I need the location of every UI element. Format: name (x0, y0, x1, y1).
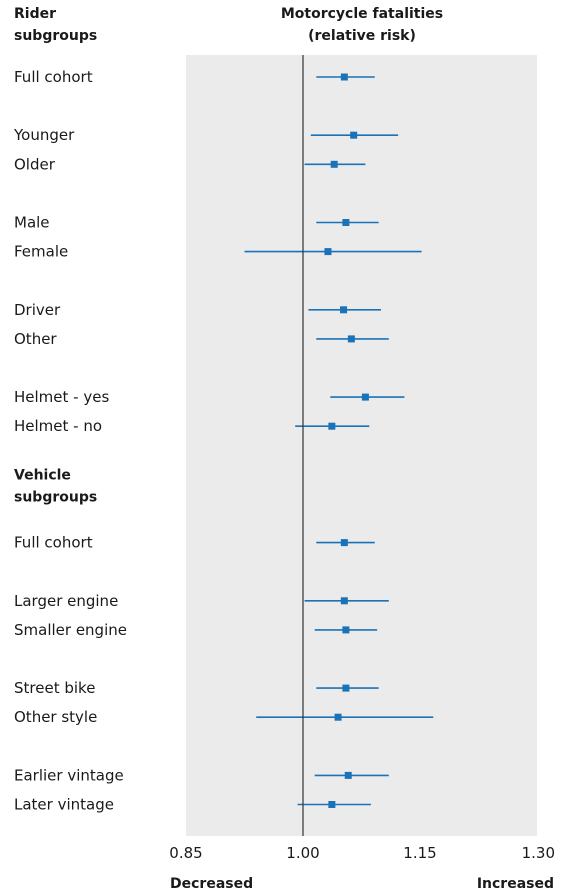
row-label: Earlier vintage (14, 766, 124, 784)
row-label: Other (14, 330, 57, 348)
point-estimate (340, 306, 348, 314)
point-estimate (340, 73, 348, 81)
point-estimate (334, 713, 342, 721)
chart-title-line1: Motorcycle fatalities (281, 6, 443, 22)
point-estimate (340, 597, 348, 605)
vehicle-subgroups-title-line1: Vehicle (14, 467, 71, 483)
point-estimate (342, 219, 350, 226)
row-label: Younger (13, 126, 75, 144)
row-label: Later vintage (14, 796, 114, 814)
row-label: Full cohort (14, 534, 93, 552)
row-label: Driver (14, 301, 61, 319)
point-estimate (324, 248, 332, 256)
row-label: Female (14, 243, 68, 261)
vehicle-subgroups-title-line2: subgroups (14, 489, 97, 505)
x-tick-label: 1.30 (522, 844, 555, 862)
point-estimate (350, 131, 358, 139)
row-label: Larger engine (14, 592, 118, 610)
row-label: Other style (14, 708, 97, 726)
rider-subgroups-title-line2: subgroups (14, 28, 97, 44)
row-label: Street bike (14, 679, 95, 697)
point-estimate (328, 801, 336, 808)
point-estimate (328, 422, 336, 430)
plot-panel (186, 55, 537, 836)
point-estimate (330, 160, 338, 168)
row-label: Male (14, 214, 50, 232)
row-label: Helmet - no (14, 417, 102, 435)
point-estimate (342, 626, 350, 634)
x-tick-label: 1.00 (286, 844, 319, 862)
row-label: Smaller engine (14, 621, 127, 639)
row-label: Helmet - yes (14, 388, 109, 406)
point-estimate (342, 684, 350, 692)
x-tick-label: 0.85 (169, 844, 202, 862)
row-label: Full cohort (14, 68, 93, 86)
point-estimate (344, 771, 352, 779)
point-estimate (340, 539, 348, 547)
row-label: Older (14, 155, 56, 173)
increased-label: Increased (477, 876, 554, 892)
decreased-label: Decreased (170, 876, 253, 892)
rider-subgroups-title-line1: Rider (14, 6, 56, 22)
x-tick-label: 1.15 (403, 844, 436, 862)
chart-title-line2: (relative risk) (308, 28, 416, 44)
point-estimate (361, 393, 369, 401)
point-estimate (347, 335, 355, 343)
